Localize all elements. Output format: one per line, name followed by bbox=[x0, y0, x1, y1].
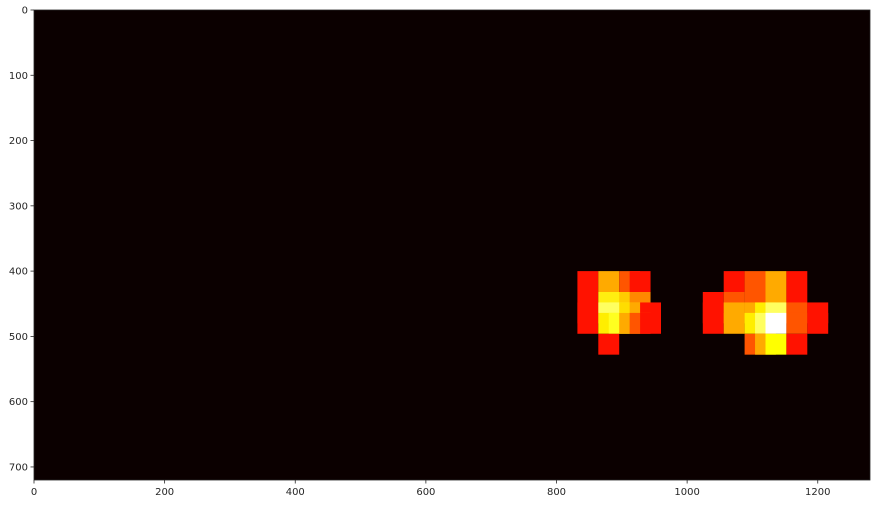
heatmap-cell bbox=[765, 271, 787, 292]
y-tick-label: 500 bbox=[9, 332, 28, 343]
heatmap-cell bbox=[598, 271, 620, 292]
heatmap-cell bbox=[807, 312, 829, 334]
heatmap-cell bbox=[765, 312, 787, 334]
heatmap-cell bbox=[786, 312, 808, 334]
x-tick-label: 200 bbox=[155, 487, 174, 498]
y-tick-label: 0 bbox=[22, 6, 28, 17]
y-tick-label: 400 bbox=[9, 267, 28, 278]
heatmap-cell bbox=[702, 312, 724, 334]
y-tick-label: 700 bbox=[9, 462, 28, 473]
y-tick-label: 100 bbox=[9, 71, 28, 82]
x-tick-label: 400 bbox=[286, 487, 305, 498]
y-tick-label: 600 bbox=[9, 397, 28, 408]
heatmap-cell bbox=[744, 271, 766, 292]
heatmap-cell bbox=[598, 333, 620, 355]
heatmap-background bbox=[34, 10, 870, 480]
x-axis: 0 200 400 600 800 1000 1200 bbox=[31, 480, 830, 498]
heatmap-cell bbox=[577, 271, 599, 292]
plot-area bbox=[34, 10, 870, 480]
x-tick-label: 600 bbox=[416, 487, 435, 498]
heatmap-cell bbox=[786, 271, 808, 292]
x-tick-label: 1000 bbox=[674, 487, 699, 498]
x-tick-label: 1200 bbox=[805, 487, 830, 498]
y-tick-label: 300 bbox=[9, 201, 28, 212]
heatmap-cell bbox=[723, 312, 745, 334]
heatmap-cell bbox=[765, 333, 787, 355]
x-tick-label: 800 bbox=[547, 487, 566, 498]
heatmap-cell bbox=[629, 271, 651, 292]
heatmap-cell bbox=[577, 312, 599, 334]
y-tick-label: 200 bbox=[9, 136, 28, 147]
y-axis: 0 100 200 300 400 500 600 700 bbox=[9, 6, 34, 473]
heatmap-cell bbox=[786, 333, 808, 355]
plot-frame bbox=[33, 9, 871, 481]
heatmap-cell bbox=[723, 271, 745, 292]
heatmap-cell bbox=[640, 312, 661, 334]
x-tick-label: 0 bbox=[31, 487, 37, 498]
heatmap-cells bbox=[577, 271, 829, 355]
